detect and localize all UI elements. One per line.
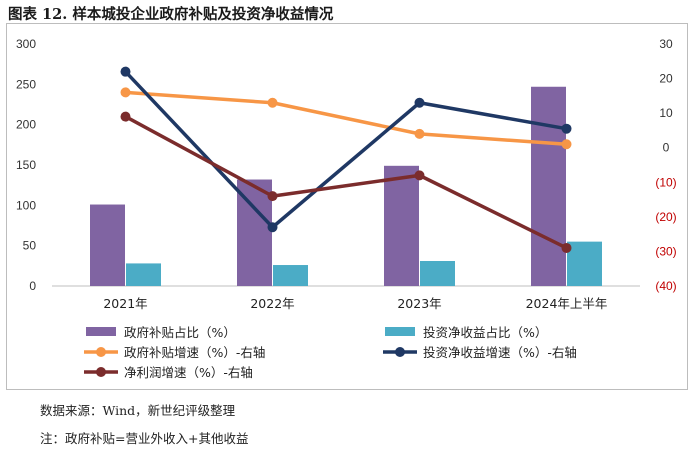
source-note: 数据来源：Wind，新世纪评级整理 xyxy=(40,403,236,418)
line-subsidy-growth-point xyxy=(414,128,425,139)
category-label: 2021年 xyxy=(103,296,147,311)
bar-subsidy-share xyxy=(384,165,419,286)
line-profit-growth-point xyxy=(120,111,131,122)
figure-title: 图表 12. 样本城投企业政府补贴及投资净收益情况 xyxy=(8,6,334,23)
right-tick-label: 30 xyxy=(659,37,673,51)
line-profit-growth xyxy=(124,115,568,250)
legend-swatch-marker xyxy=(96,347,106,357)
line-profit-growth-point xyxy=(267,191,278,202)
line-subsidy-growth-point xyxy=(120,87,131,98)
legend-label: 投资净收益增速（%）-右轴 xyxy=(423,345,577,360)
legend-label: 投资净收益占比（%） xyxy=(423,325,547,340)
right-tick-label: 20 xyxy=(659,72,673,86)
right-tick-label: (40) xyxy=(655,279,676,293)
bar-invest-share xyxy=(420,260,455,286)
bar-subsidy-share xyxy=(90,204,125,286)
bar-invest-share xyxy=(126,263,161,286)
category-label: 2022年 xyxy=(250,296,294,311)
left-tick-label: 200 xyxy=(16,118,36,132)
line-profit-growth-point xyxy=(414,170,425,181)
bar-invest-share xyxy=(273,265,308,286)
left-tick-label: 0 xyxy=(29,279,36,293)
chart-frame xyxy=(6,23,688,390)
category-label: 2024年上半年 xyxy=(526,296,608,311)
right-tick-label: 0 xyxy=(663,141,670,155)
line-invest-growth-point xyxy=(561,123,572,134)
legend-swatch-marker xyxy=(395,347,405,357)
left-tick-label: 100 xyxy=(16,198,36,212)
footnote: 注：政府补贴=营业外收入+其他收益 xyxy=(40,431,249,446)
line-subsidy-growth-point xyxy=(561,139,572,150)
category-label: 2023年 xyxy=(397,296,441,311)
right-tick-label: 10 xyxy=(659,106,673,120)
legend-swatch-bar xyxy=(385,327,415,336)
line-invest-growth-point xyxy=(267,222,278,233)
legend-swatch-marker xyxy=(96,367,106,377)
legend-swatch-bar xyxy=(86,327,116,336)
legend-label: 政府补贴增速（%）-右轴 xyxy=(124,345,265,360)
legend-label: 净利润增速（%）-右轴 xyxy=(124,365,253,380)
right-tick-label: (20) xyxy=(655,210,676,224)
chart-svg: 0 50 100 150 200 250 300 (40) (30) (20) (10) 0 10 20 3… xyxy=(16,37,677,380)
right-tick-label: (30) xyxy=(655,244,676,258)
legend-label: 政府补贴占比（%） xyxy=(124,325,236,340)
bar-subsidy-share xyxy=(531,86,566,287)
line-invest-growth-point xyxy=(120,66,131,77)
line-subsidy-growth xyxy=(125,90,567,147)
line-subsidy-growth-point xyxy=(267,97,278,108)
left-tick-label: 150 xyxy=(16,158,36,172)
left-tick-label: 300 xyxy=(16,37,36,51)
right-tick-label: (10) xyxy=(655,175,676,189)
left-tick-label: 250 xyxy=(16,77,36,91)
line-invest-growth xyxy=(124,70,567,229)
bar-invest-share xyxy=(567,241,602,286)
left-tick-label: 50 xyxy=(23,239,37,253)
line-profit-growth-point xyxy=(561,242,572,253)
line-invest-growth-point xyxy=(414,97,425,108)
